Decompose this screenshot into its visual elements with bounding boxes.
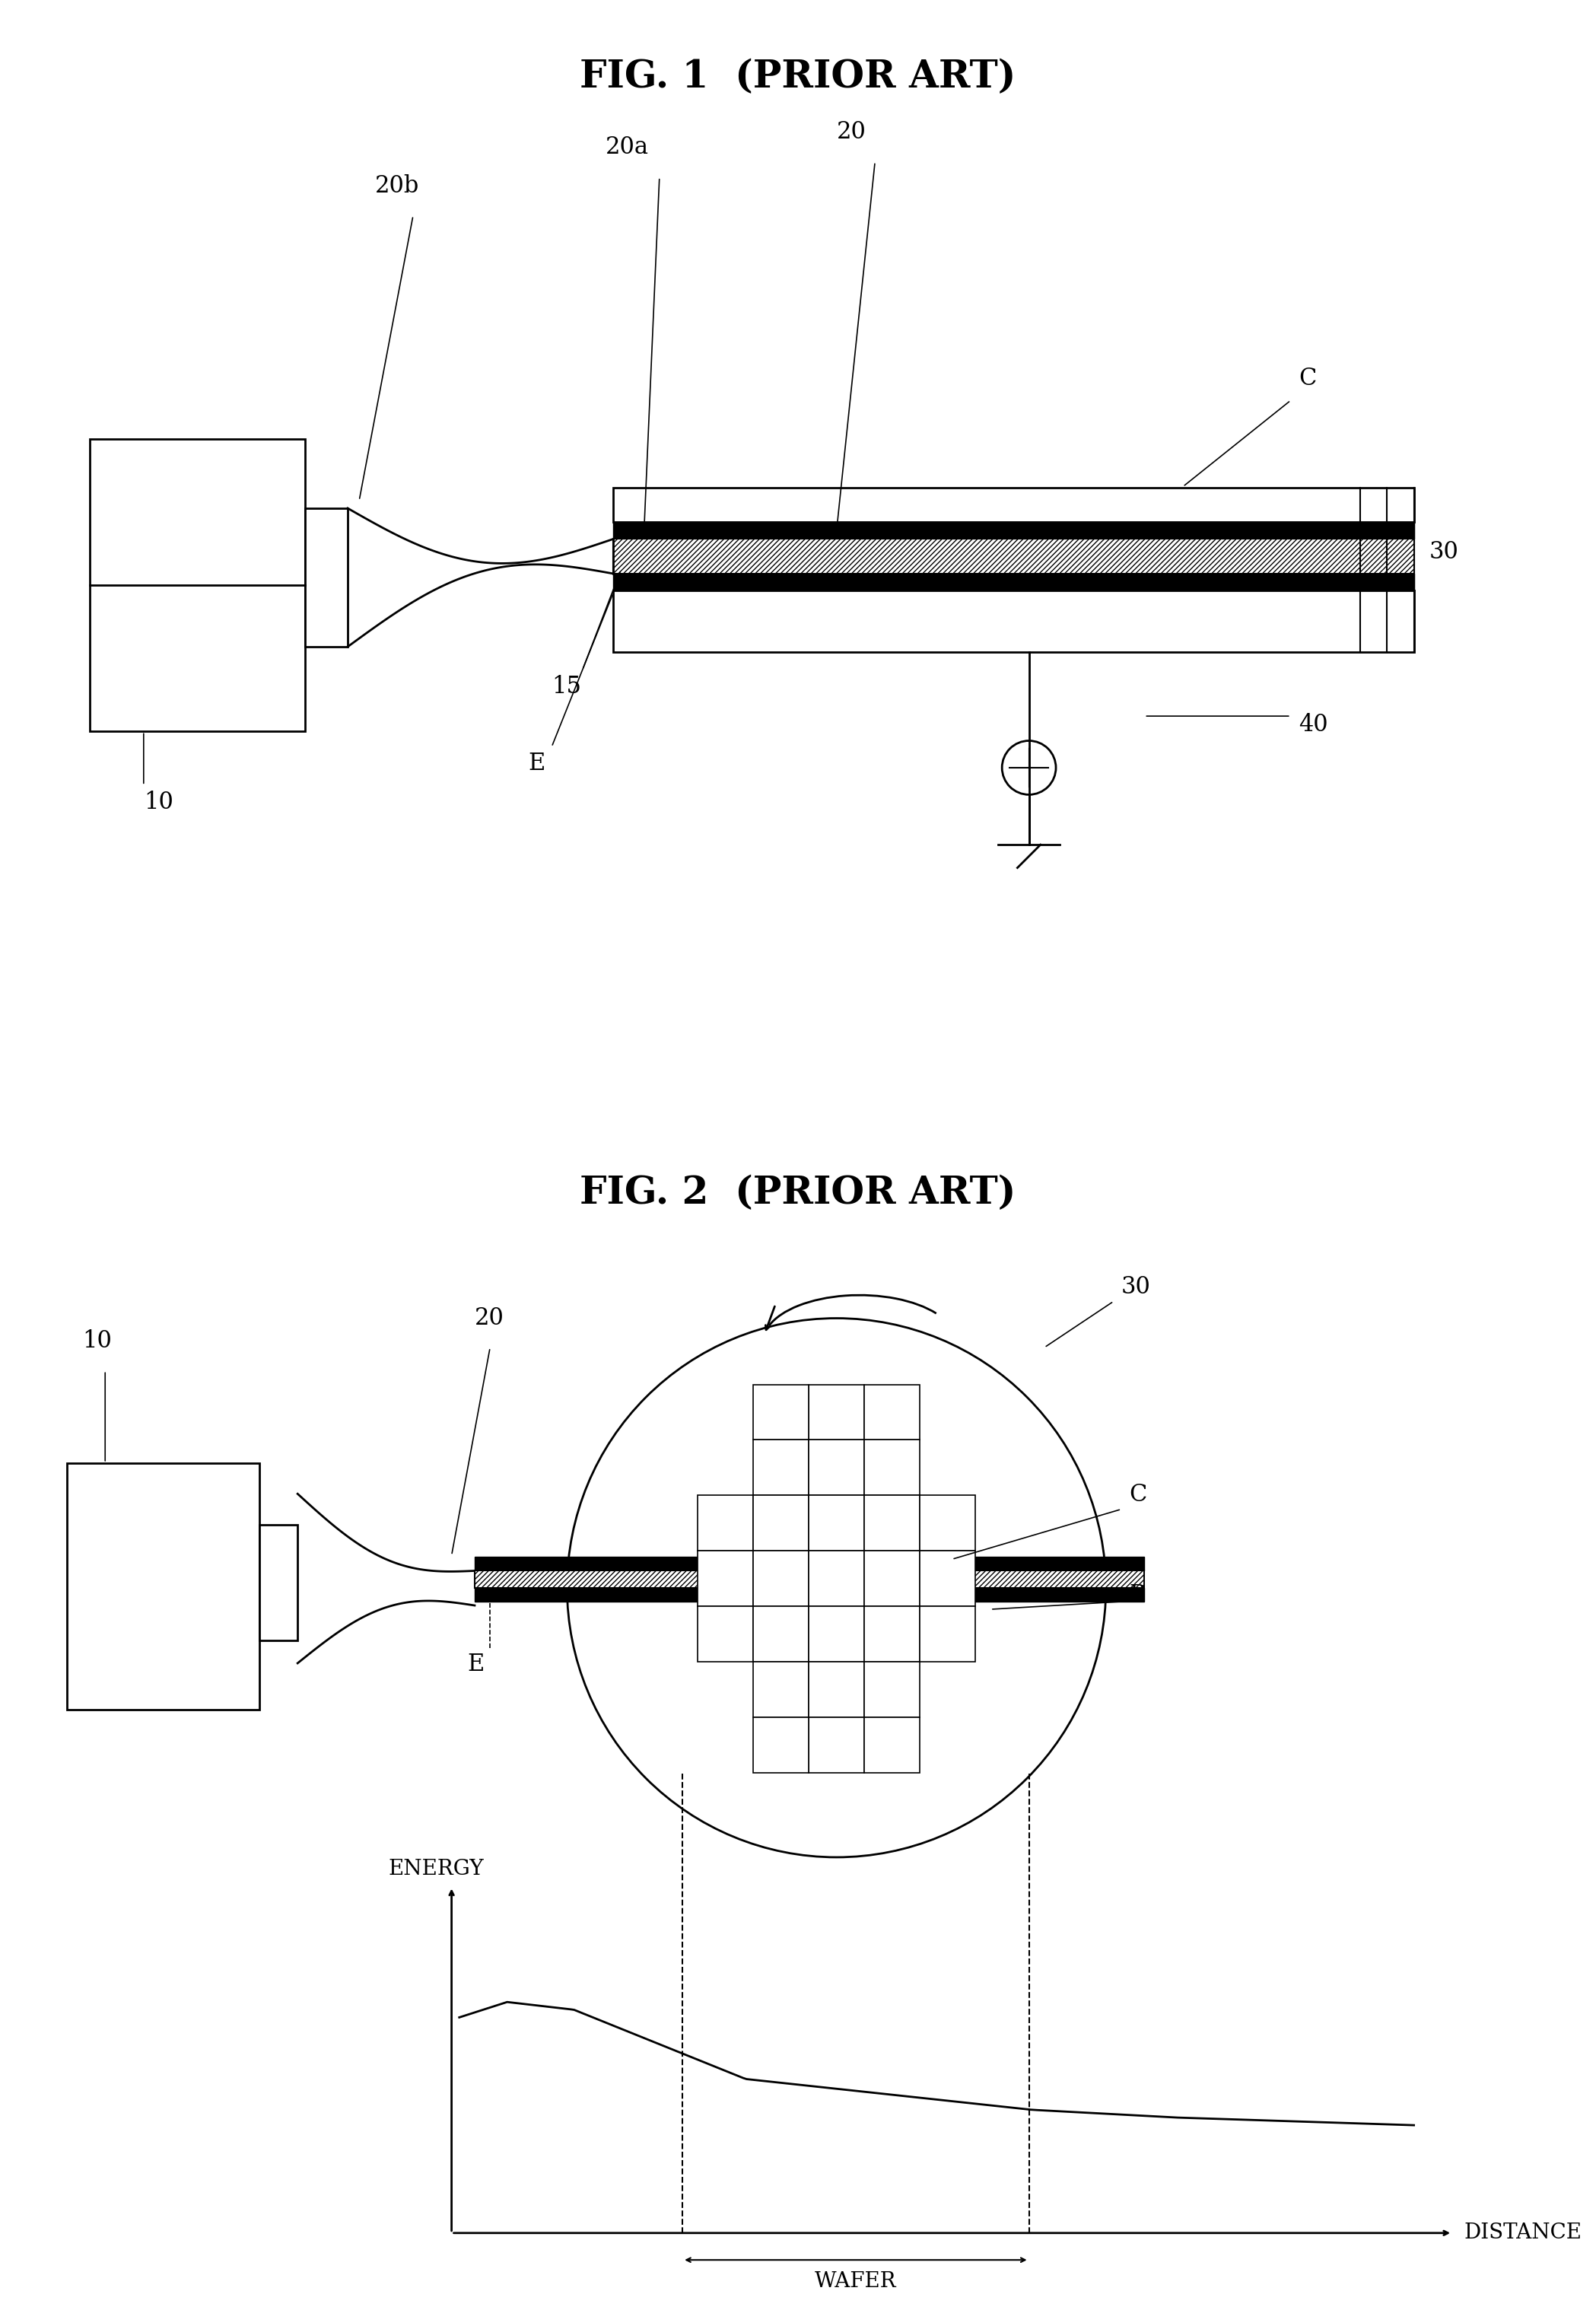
Bar xyxy=(697,1605,753,1661)
Text: E: E xyxy=(468,1652,484,1677)
Text: WAFER: WAFER xyxy=(816,2271,897,2292)
Bar xyxy=(753,1605,809,1661)
Text: FIG. 2  (PRIOR ART): FIG. 2 (PRIOR ART) xyxy=(579,1176,1017,1213)
Bar xyxy=(753,1384,809,1439)
Bar xyxy=(809,1605,863,1661)
Bar xyxy=(919,1495,975,1550)
Bar xyxy=(474,1557,1144,1571)
Text: 10: 10 xyxy=(144,790,174,813)
Text: FIG. 1  (PRIOR ART): FIG. 1 (PRIOR ART) xyxy=(579,58,1017,95)
Bar xyxy=(613,487,1414,522)
Bar xyxy=(67,1462,259,1709)
Bar xyxy=(809,1495,863,1550)
Bar xyxy=(753,1439,809,1495)
Text: E: E xyxy=(528,751,546,776)
Text: C: C xyxy=(1128,1483,1148,1506)
Bar xyxy=(753,1550,809,1605)
Text: P: P xyxy=(1128,1582,1144,1608)
Bar xyxy=(753,1661,809,1716)
Bar xyxy=(305,508,348,647)
Text: 40: 40 xyxy=(1299,714,1328,737)
Bar xyxy=(613,591,1414,651)
Bar xyxy=(863,1605,919,1661)
Bar xyxy=(753,1716,809,1772)
Bar xyxy=(474,1571,1144,1587)
Bar xyxy=(613,573,1414,591)
Text: DISTANCE: DISTANCE xyxy=(1464,2222,1582,2243)
Bar xyxy=(809,1550,863,1605)
Text: 20a: 20a xyxy=(605,136,650,159)
Bar xyxy=(613,522,1414,538)
Bar xyxy=(863,1661,919,1716)
Text: 30: 30 xyxy=(1122,1275,1151,1298)
Bar xyxy=(697,1550,753,1605)
Bar xyxy=(753,1495,809,1550)
Text: 10: 10 xyxy=(81,1328,112,1354)
Bar xyxy=(613,538,1414,573)
Bar xyxy=(863,1495,919,1550)
Bar xyxy=(863,1384,919,1439)
Circle shape xyxy=(1002,742,1057,795)
Bar xyxy=(474,1587,1144,1601)
Bar xyxy=(863,1716,919,1772)
Text: 20: 20 xyxy=(836,120,867,143)
Bar xyxy=(919,1550,975,1605)
Bar xyxy=(809,1716,863,1772)
Text: C: C xyxy=(1299,367,1317,390)
Bar xyxy=(809,1661,863,1716)
Bar xyxy=(809,1439,863,1495)
Bar xyxy=(89,439,305,732)
Text: ENERGY: ENERGY xyxy=(388,1860,484,1880)
Text: 30: 30 xyxy=(1430,541,1459,564)
Bar xyxy=(697,1495,753,1550)
Bar xyxy=(919,1605,975,1661)
Text: 20b: 20b xyxy=(375,173,420,199)
Bar xyxy=(809,1384,863,1439)
Bar xyxy=(259,1525,297,1640)
Bar xyxy=(863,1550,919,1605)
Bar xyxy=(863,1439,919,1495)
Text: 15: 15 xyxy=(552,675,581,698)
Text: 20: 20 xyxy=(474,1305,504,1331)
